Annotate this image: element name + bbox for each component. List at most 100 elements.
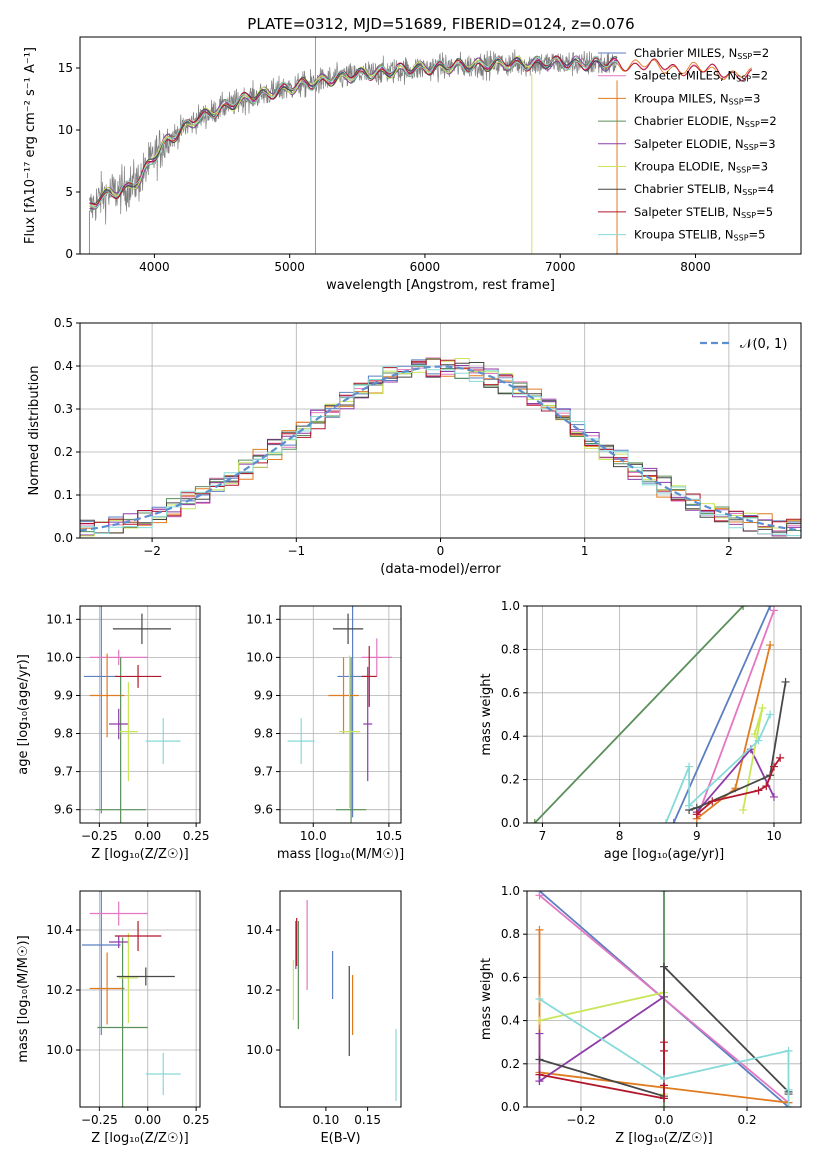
y-tick-label: 0	[65, 247, 73, 261]
model-spectrum-line	[89, 55, 618, 209]
legend-suffix: =5	[756, 205, 773, 219]
y-tick-label: 0.8	[501, 927, 520, 941]
errorbar-point	[89, 901, 148, 926]
y-axis-label: age [log₁₀(age/yr)]	[16, 654, 31, 775]
legend-sub: SSP	[737, 52, 752, 61]
series-marker	[766, 606, 775, 610]
y-tick-label: 0.0	[501, 816, 520, 830]
series-marker	[769, 762, 778, 771]
series-marker	[762, 782, 771, 791]
x-tick-label: 0.25	[183, 1113, 210, 1127]
legend-entry: Kroupa STELIB, NSSP=5	[634, 228, 765, 243]
legend-entry: Chabrier STELIB, NSSP=4	[634, 182, 774, 197]
y-tick-label: 0.4	[501, 1014, 520, 1028]
weight-series	[535, 995, 793, 1107]
series-line	[742, 707, 764, 811]
y-tick-label: 9.9	[54, 688, 73, 702]
series-marker	[685, 801, 694, 810]
legend-label: Kroupa STELIB, N	[634, 228, 734, 242]
errorbar-point	[89, 952, 125, 1025]
errorbar-point	[109, 708, 129, 740]
x-tick-label: 8	[616, 829, 624, 843]
series-marker	[754, 736, 763, 745]
series-marker	[660, 962, 668, 971]
errorbar-point	[361, 645, 377, 707]
y-tick-label: 0.3	[54, 402, 73, 416]
plot-area	[83, 606, 181, 823]
legend-suffix: =2	[752, 46, 769, 60]
axes-mass-vs-ebv: 0.10 0.15 10.0 10.2 10.4 E(B-V)	[246, 890, 402, 1146]
series-marker	[535, 891, 544, 900]
y-tick-label: 0.8	[501, 642, 520, 656]
x-tick-label: 2	[725, 544, 733, 558]
x-tick-label: −0.2	[566, 1113, 595, 1127]
series-marker	[535, 1016, 544, 1025]
series-marker	[784, 1103, 793, 1107]
errorbar-point	[114, 665, 162, 688]
legend-label: Salpeter MILES, N	[634, 69, 736, 83]
residual-histogram	[80, 364, 801, 537]
legend-suffix: =5	[749, 228, 766, 242]
legend-suffix: =4	[757, 182, 774, 196]
series-marker	[660, 1074, 668, 1083]
y-tick-label: 10	[58, 123, 73, 137]
x-tick-label: 0.00	[134, 829, 161, 843]
legend-entry: Salpeter ELODIE, NSSP=3	[634, 137, 776, 152]
y-tick-label: 0.2	[54, 445, 73, 459]
errorbar-point	[112, 613, 171, 645]
errorbar-point	[95, 657, 146, 823]
x-tick-label: 0.00	[134, 1113, 161, 1127]
y-tick-label: 9.7	[54, 765, 73, 779]
x-tick-label: 0.2	[737, 1113, 756, 1127]
y-tick-label: 10.0	[246, 1043, 273, 1057]
x-tick-label: 7	[539, 829, 547, 843]
series-marker	[766, 641, 775, 650]
y-axis-label: Normed distribution	[27, 366, 42, 496]
series-marker	[781, 677, 790, 686]
y-tick-label: 0.2	[501, 773, 520, 787]
y-tick-label: 10.4	[246, 923, 273, 937]
y-tick-label: 0.6	[501, 686, 520, 700]
y-tick-label: 9.6	[254, 803, 273, 817]
axes-age-vs-Z: −0.25 0.00 0.25 9.6 9.7 9.8 9.9 10.0 10.1 Z [log₁…	[16, 605, 209, 862]
y-tick-label: 0.6	[501, 970, 520, 984]
errorbar-point	[287, 718, 315, 764]
series-marker	[784, 1085, 793, 1094]
errorbar-point	[332, 613, 364, 645]
y-tick-label: 0.0	[501, 1100, 520, 1114]
gridlines	[80, 891, 200, 1107]
figure-title: PLATE=0312, MJD=51689, FIBERID=0124, z=0…	[247, 15, 634, 33]
y-axis-label: Flux [fλ10⁻¹⁷ erg cm⁻² s⁻¹ A⁻¹]	[23, 47, 38, 244]
x-tick-label: 0.15	[354, 1113, 381, 1127]
weight-series	[535, 988, 668, 1099]
x-axis-label: mass [log₁₀(M/M☉)]	[277, 847, 404, 862]
x-tick-label: 10	[766, 829, 781, 843]
y-tick-label: 0.4	[54, 359, 73, 373]
legend-entry: Chabrier ELODIE, NSSP=2	[634, 114, 777, 129]
x-tick-label: 0.10	[313, 1113, 340, 1127]
errorbar-point	[118, 682, 139, 782]
legend-label: Chabrier ELODIE, N	[634, 114, 745, 128]
series-marker	[708, 797, 717, 806]
legend-sub: SSP	[742, 188, 757, 197]
x-tick-label: 0	[437, 544, 445, 558]
series-marker	[661, 819, 670, 823]
series-marker	[535, 925, 544, 934]
plot-area	[287, 606, 392, 823]
legend-label: Salpeter ELODIE, N	[634, 137, 744, 151]
y-tick-label: 9.6	[54, 803, 73, 817]
errorbar-point	[335, 657, 367, 823]
y-tick-label: 15	[58, 61, 73, 75]
x-tick-label: −1	[287, 544, 305, 558]
y-tick-label: 0.1	[54, 488, 73, 502]
legend-sub: SSP	[729, 97, 744, 106]
errorbar-point	[109, 936, 129, 948]
series-marker	[692, 810, 701, 819]
y-tick-label: 10.0	[46, 1043, 73, 1057]
y-tick-label: 1.0	[501, 599, 520, 613]
y-tick-label: 0.4	[501, 729, 520, 743]
x-tick-label: 10.0	[300, 829, 327, 843]
axes-frame	[279, 890, 402, 1108]
series-marker	[669, 819, 678, 823]
